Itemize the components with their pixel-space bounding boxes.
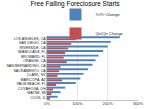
svg-text:SACRAMENTO, CA: SACRAMENTO, CA [13,69,46,73]
svg-text:COOK, IL: COOK, IL [30,96,46,100]
svg-text:200%: 200% [103,101,114,106]
svg-text:CLARK, NV: CLARK, NV [27,73,47,77]
svg-text:Yr/Yr Change: Yr/Yr Change [96,12,121,17]
svg-text:WAYNE, MI: WAYNE, MI [27,91,46,95]
svg-text:PALM BEACH, FL: PALM BEACH, FL [17,82,46,86]
svg-text:Free Falling Foreclosure Start: Free Falling Foreclosure Starts [30,0,120,8]
svg-text:BROWARD, FL: BROWARD, FL [21,55,46,59]
svg-text:LOS ANGELES, CA: LOS ANGELES, CA [14,37,47,41]
svg-text:300%: 300% [133,101,144,106]
svg-text:SAN BERNARDINO, CA: SAN BERNARDINO, CA [6,64,46,68]
svg-text:MARICOPA, AZ: MARICOPA, AZ [20,78,46,82]
svg-text:CUYAHOGA, OH: CUYAHOGA, OH [18,87,46,91]
svg-text:ORANGE, CA: ORANGE, CA [23,59,46,63]
svg-text:0%: 0% [44,101,50,106]
svg-text:RIVERSIDE, CA: RIVERSIDE, CA [19,46,46,50]
svg-text:100%: 100% [72,101,83,106]
svg-text:Qtr/Qtr Change: Qtr/Qtr Change [96,31,124,36]
svg-text:MIAMI-DADE, FL: MIAMI-DADE, FL [18,50,46,54]
svg-text:SAN DIEGO, CA: SAN DIEGO, CA [19,41,47,45]
